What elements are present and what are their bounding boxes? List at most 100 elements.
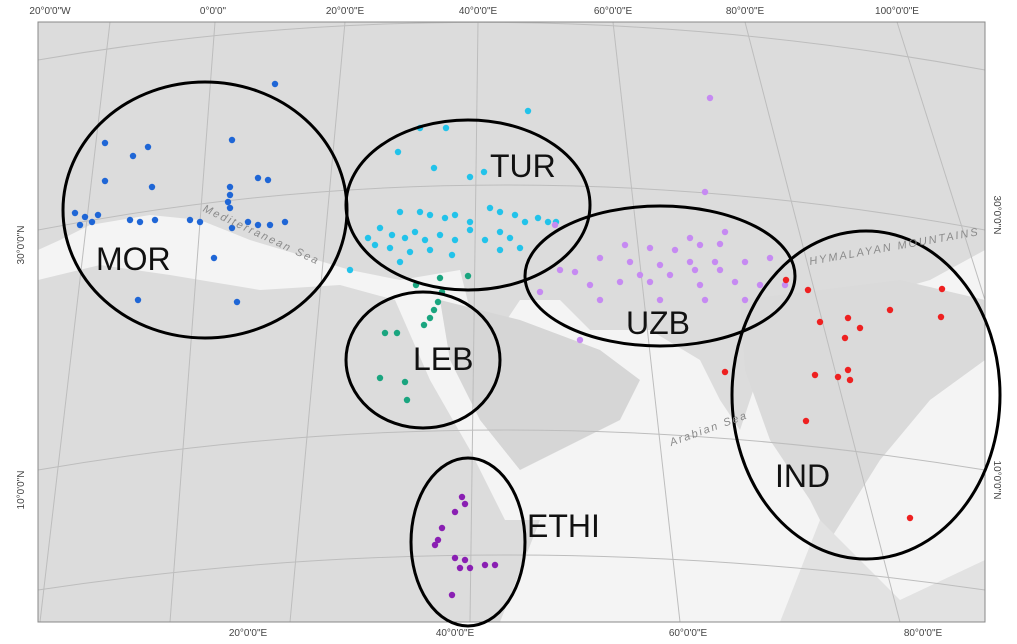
right-coordinate-label: 10°0'0"N [991,461,1002,500]
sample-point [517,245,523,251]
sample-point [439,525,445,531]
sample-point [387,245,393,251]
sample-point [412,229,418,235]
sample-point [687,235,693,241]
sample-point [465,273,471,279]
basemap [38,22,985,622]
sample-point [672,247,678,253]
sample-point [467,219,473,225]
sample-point [467,174,473,180]
sample-point [431,165,437,171]
sample-point [467,565,473,571]
sample-point [211,255,217,261]
bottom-coordinate-label: 20°0'0"E [229,628,268,639]
sample-point [702,189,708,195]
sample-point [805,287,811,293]
sample-point [938,314,944,320]
sample-point [427,315,433,321]
bottom-coordinate-label: 60°0'0"E [669,628,708,639]
sample-point [255,175,261,181]
sample-point [467,227,473,233]
sample-point [812,372,818,378]
sample-point [389,232,395,238]
sample-point [487,205,493,211]
sample-point [537,289,543,295]
sample-point [717,241,723,247]
top-coordinate-label: 20°0'0"W [29,6,71,17]
sample-point [707,95,713,101]
sample-point [767,255,773,261]
left-coordinate-label: 10°0'0"N [16,471,27,510]
sample-point [130,153,136,159]
sample-point [397,209,403,215]
left-coordinate-label: 30°0'0"N [16,226,27,265]
sample-point [481,169,487,175]
sample-point [402,379,408,385]
top-coordinate-label: 100°0'0"E [875,6,919,17]
cluster-label: TUR [490,148,556,184]
sample-point [452,509,458,515]
sample-point [657,297,663,303]
sample-point [545,219,551,225]
sample-point [742,297,748,303]
top-coordinate-label: 80°0'0"E [726,6,765,17]
sample-point [597,297,603,303]
sample-point [457,565,463,571]
sample-point [422,237,428,243]
sample-point [102,140,108,146]
sample-point [757,282,763,288]
sample-point [697,242,703,248]
sample-point [907,515,913,521]
sample-point [82,214,88,220]
sample-point [497,247,503,253]
sample-point [525,108,531,114]
sample-point [512,212,518,218]
right-coordinate-label: 30°0'0"N [991,196,1002,235]
top-coordinate-label: 60°0'0"E [594,6,633,17]
sample-point [449,592,455,598]
cluster-label: LEB [413,341,473,377]
sample-point [742,259,748,265]
sample-point [282,219,288,225]
sample-point [845,367,851,373]
sample-point [617,279,623,285]
sample-point [845,315,851,321]
sample-point [783,277,789,283]
sample-point [835,374,841,380]
sample-point [402,235,408,241]
cluster-label: ETHI [527,508,600,544]
sample-point [152,217,158,223]
cluster-label: MOR [96,241,171,277]
sample-point [552,222,558,228]
sample-point [427,247,433,253]
sample-point [482,562,488,568]
sample-point [365,235,371,241]
sample-point [692,267,698,273]
sample-point [647,279,653,285]
sample-point [149,184,155,190]
sample-point [89,219,95,225]
map-figure: 20°0'0"W 0°0'0" 20°0'0"E 40°0'0"E 60°0'0"E 80… [0,0,1017,644]
sample-point [587,282,593,288]
sample-point [627,259,633,265]
sample-point [377,225,383,231]
sample-point [127,217,133,223]
sample-point [717,267,723,273]
sample-point [135,297,141,303]
sample-point [622,242,628,248]
sample-point [842,335,848,341]
sample-point [722,369,728,375]
sample-point [431,307,437,313]
bottom-coordinate-label: 40°0'0"E [436,628,475,639]
sample-point [407,249,413,255]
top-coordinate-label: 40°0'0"E [459,6,498,17]
sample-point [145,144,151,150]
sample-point [272,81,278,87]
sample-point [597,255,603,261]
sample-point [197,219,203,225]
sample-point [229,137,235,143]
sample-point [442,215,448,221]
sample-point [687,259,693,265]
top-coordinate-label: 0°0'0" [200,6,227,17]
sample-point [432,542,438,548]
